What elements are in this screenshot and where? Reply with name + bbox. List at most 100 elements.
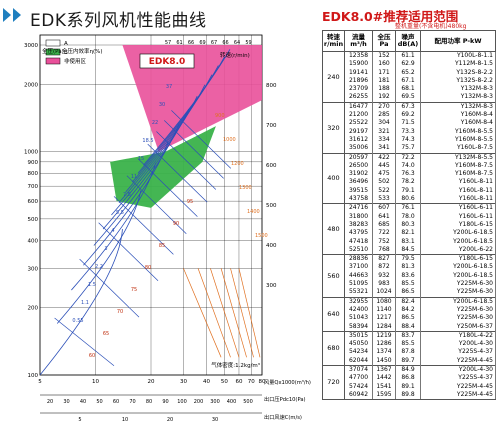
noise-cell: 72.2	[395, 152, 421, 162]
table-row: 52510 768 84.5 Y200L-6-22	[323, 245, 496, 255]
flow-tick-label: 60	[235, 379, 242, 385]
noise-label: 60	[89, 353, 95, 359]
speed-line	[238, 268, 261, 358]
pressure-cell: 1024	[372, 288, 396, 298]
noise-cell: 75.7	[395, 144, 421, 154]
pressure-cell: 1450	[372, 356, 396, 366]
table-row: 43758 533 80.6 Y160L-8-11	[323, 195, 496, 204]
flow-cell: 47418	[344, 237, 373, 246]
outlet-pressure-title: 出口压Pdc10(Pa)	[264, 395, 306, 403]
noise-cell: 82.4	[395, 296, 421, 306]
flow-cell: 21200	[344, 111, 373, 120]
speed-cell: 680	[322, 330, 345, 366]
table-row: 45050 1286 85.5 Y200L-4-30	[323, 340, 496, 349]
flow-cell: 23709	[344, 85, 373, 94]
efficiency-curve	[137, 56, 225, 174]
pressure-cell: 533	[372, 195, 396, 204]
pressure-cell: 475	[372, 170, 396, 179]
flow-cell: 37074	[344, 364, 373, 375]
selection-table: 转速 r/min 流量 m³/h 全压 Pa 噪声 dB(A) 配用功率 P-k…	[322, 30, 496, 401]
pressure-cell: 752	[372, 237, 396, 246]
flow-axis-title: 风量Qx1000(m³/h)	[264, 379, 311, 386]
page-title: EDK系列风机性能曲线	[30, 11, 207, 31]
pressure-tick-label: 1000	[24, 150, 38, 156]
pressure-tick-label: 2000	[24, 82, 38, 88]
pressure-tick-label: 3000	[24, 43, 38, 49]
right-tick-label: 400	[266, 243, 277, 249]
pressure-tick-label: 400	[28, 238, 39, 244]
motor-cell: Y160M-8-4	[420, 111, 496, 120]
outlet-pressure-tick: 500	[243, 399, 253, 405]
outlet-pressure-tick: 70	[129, 399, 135, 405]
noise-label: 95	[187, 199, 193, 205]
pressure-cell: 160	[372, 60, 396, 69]
efficiency-curve	[143, 49, 231, 166]
flow-cell: 45050	[344, 340, 373, 349]
flow-cell: 32955	[344, 296, 373, 306]
noise-cell: 86.8	[395, 374, 421, 383]
pressure-curve	[137, 158, 198, 217]
outlet-pressure-tick: 400	[227, 399, 237, 405]
noise-cell: 84.9	[395, 364, 421, 375]
noise-cell: 69.5	[395, 93, 421, 103]
noise-cell: 86.5	[395, 288, 421, 298]
flow-cell: 12358	[344, 51, 373, 61]
speed-label: 900	[215, 113, 225, 119]
table-row: 25522 304 71.5 Y160M-8-4	[323, 119, 496, 128]
legend-label: 非使用区	[64, 57, 87, 65]
power-label: 0.55	[72, 318, 83, 324]
motor-cell: Y100L-8-1.1	[420, 51, 496, 61]
table-row: 62044 1450 89.7 Y225M-4-45	[323, 356, 496, 366]
pressure-tick-label: 700	[28, 184, 39, 190]
pressure-curve	[79, 258, 140, 318]
noise-label: 75	[131, 287, 137, 293]
speed-cell: 640	[322, 296, 345, 332]
table-row: 37100 872 81.3 Y200L-6-18.5	[323, 263, 496, 272]
pressure-cell: 522	[372, 186, 396, 196]
flow-cell: 42400	[344, 305, 373, 315]
noise-cell: 80.3	[395, 220, 421, 230]
motor-cell: Y160M-8-7.5	[420, 170, 496, 179]
pressure-cell: 685	[372, 220, 396, 230]
flow-cell: 39515	[344, 186, 373, 196]
speed-line	[230, 268, 254, 358]
noise-cell: 84.2	[395, 305, 421, 315]
pressure-curve	[98, 222, 159, 282]
outlet-velocity-tick: 5	[78, 417, 81, 423]
speed-label: 1000	[223, 137, 236, 143]
motor-cell: Y225M-4-45	[420, 382, 496, 391]
non-use-zone	[122, 45, 262, 152]
pressure-curve	[147, 143, 208, 203]
motor-cell: Y200L-6-18.5	[420, 271, 496, 281]
motor-cell: Y200L-6-22	[420, 245, 496, 255]
motor-cell: Y132M-8-5.5	[420, 152, 496, 162]
pressure-cell: 607	[372, 203, 396, 213]
motor-cell: Y160M-8-4	[420, 119, 496, 128]
motor-cell: Y180L-4-22	[420, 330, 496, 341]
table-row: 60942 1595 89.8 Y225M-4-45	[323, 390, 496, 401]
performance-curve-svg: 57 61 66 69 67 66 64 590.551.11.52.2345.57.5111…	[24, 34, 311, 423]
motor-cell: Y225M-4-45	[420, 356, 496, 366]
flow-tick-label: 5	[38, 379, 42, 385]
table-row: 43795 722 82.1 Y200L-6-18.5	[323, 229, 496, 238]
flow-cell: 19141	[344, 68, 373, 77]
outlet-velocity-title: 出口风速C(m/s)	[264, 413, 302, 421]
speed-label: 1300	[239, 185, 252, 191]
outlet-pressure-tick: 90	[162, 399, 168, 405]
pressure-cell: 152	[372, 51, 396, 61]
flow-cell: 60942	[344, 390, 373, 401]
flow-cell: 31612	[344, 135, 373, 145]
noise-cell: 76.3	[395, 170, 421, 179]
pressure-cell: 1140	[372, 305, 396, 315]
motor-cell: Y160M-8-5.5	[420, 135, 496, 145]
noise-label: 90	[173, 221, 179, 227]
motor-cell: Y160L-6-11	[420, 203, 496, 213]
performance-chart: 57 61 66 69 67 66 64 59 0.55 1.1 1.5 2.2 3 4 5.5 7.5 11 1…	[0, 32, 319, 437]
table-row: 560 28836 827 79.5 Y180L-6-15	[322, 254, 496, 298]
noise-cell: 68.1	[395, 85, 421, 94]
pressure-cell: 341	[372, 144, 396, 154]
pressure-curve	[126, 175, 187, 234]
table-header-row: 转速 r/min 流量 m³/h 全压 Pa 噪声 dB(A) 配用功率 P-k…	[322, 30, 496, 52]
pressure-tick-label: 200	[28, 306, 39, 312]
